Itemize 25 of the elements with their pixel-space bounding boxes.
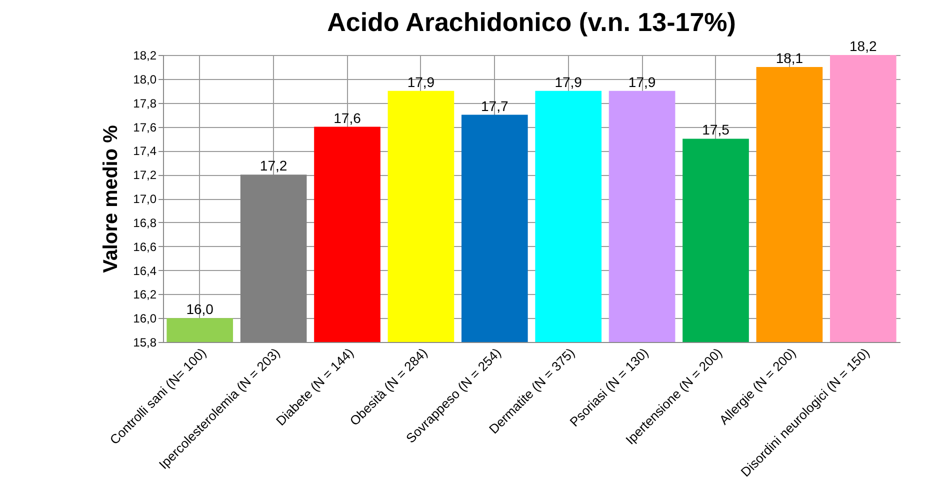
data-label: 17,5 [702, 122, 730, 138]
y-tick-label: 16,4 [133, 264, 157, 278]
data-label: 17,2 [260, 158, 288, 174]
data-label: 18,2 [850, 38, 877, 54]
y-tick-label: 18,2 [133, 48, 157, 62]
y-tick-label: 16,8 [133, 216, 157, 230]
y-tick-label: 17,4 [133, 144, 157, 158]
chart-title: Acido Arachidonico (v.n. 13-17%) [327, 7, 736, 37]
y-tick-label: 17,8 [133, 96, 157, 110]
data-label: 16,0 [186, 301, 214, 318]
data-label: 17,6 [334, 110, 362, 126]
y-tick-label: 16,2 [133, 288, 157, 302]
y-tick-label: 15,8 [133, 336, 157, 350]
data-label: 17,9 [554, 74, 582, 90]
y-tick-label: 16,6 [133, 240, 157, 254]
y-tick-label: 18,0 [133, 72, 157, 86]
data-label: 17,9 [407, 74, 435, 90]
y-tick-label: 17,6 [133, 120, 157, 134]
data-label: 17,9 [628, 74, 656, 90]
y-axis-title: Valore medio % [100, 124, 122, 273]
y-tick-label: 17,0 [133, 192, 157, 206]
y-tick-label: 16,0 [133, 312, 157, 326]
data-label: 17,7 [481, 98, 508, 114]
data-label: 18,1 [776, 50, 804, 66]
y-tick-label: 17,2 [133, 168, 157, 182]
